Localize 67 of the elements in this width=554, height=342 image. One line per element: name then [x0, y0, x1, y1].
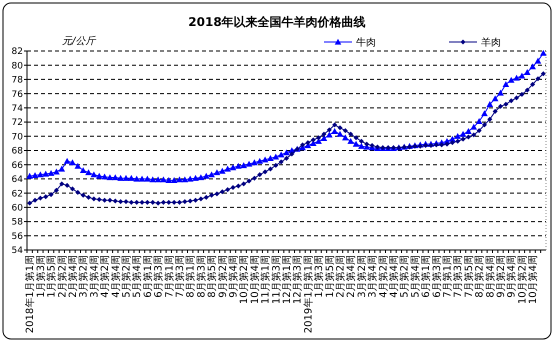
x-tick-label: 6月第1周: [142, 255, 154, 298]
y-tick-label: 70: [12, 132, 24, 142]
x-tick-label: 2019年1月第1周: [302, 255, 314, 334]
x-tick-label: 2月第2周: [334, 255, 347, 298]
x-tick-label: 10月第4周: [248, 255, 261, 304]
x-tick-label: 6月第3周: [152, 255, 165, 298]
legend-label: 牛肉: [356, 36, 376, 48]
x-tick-label: 7月第3周: [174, 255, 186, 298]
x-tick-label: 3月第2周: [356, 255, 368, 298]
x-tick-label: 4月第4周: [388, 255, 400, 298]
y-tick-label: 72: [12, 118, 23, 128]
x-tick-label: 12月第1周: [281, 255, 293, 304]
x-tick-label: 7月第5周: [462, 255, 475, 298]
x-tick-label: 10月第4周: [527, 255, 540, 304]
x-tick-label: 6月第3周: [430, 255, 443, 298]
x-tick-label: 7月第1周: [163, 255, 176, 298]
y-tick-label: 82: [12, 47, 23, 58]
y-tick-label: 60: [12, 204, 24, 214]
x-tick-label: 2018年1月第1周: [24, 255, 36, 334]
x-tick-label: 4月第2周: [377, 255, 390, 298]
x-tick-label: 10月第2周: [238, 255, 250, 304]
y-tick-label: 58: [12, 218, 24, 228]
x-tick-label: 8月第5周: [206, 255, 218, 298]
y-tick-label: 56: [12, 232, 24, 242]
x-tick-label: 2月第4周: [66, 255, 79, 298]
x-tick-label: 2月第2周: [56, 255, 68, 298]
y-axis-title: 元/公斤: [62, 35, 96, 47]
x-tick-label: 7月第1周: [442, 255, 454, 298]
x-tick-label: 1月第3周: [313, 255, 326, 298]
legend-label: 羊肉: [481, 36, 501, 48]
x-tick-label: 5月第2周: [120, 255, 132, 298]
x-tick-label: 9月第2周: [216, 255, 229, 298]
x-tick-label: 12月第3周: [292, 255, 304, 304]
y-tick-label: 54: [12, 246, 24, 256]
y-tick-label: 74: [12, 104, 24, 114]
x-tick-label: 9月第2周: [495, 255, 508, 298]
x-tick-label: 2月第4周: [345, 255, 358, 298]
x-tick-label: 1月第3周: [34, 255, 47, 298]
x-tick-label: 8月第1周: [184, 255, 197, 298]
y-tick-label: 64: [12, 175, 24, 186]
x-tick-label: 8月第4周: [484, 255, 496, 298]
x-tick-label: 8月第2周: [474, 255, 486, 298]
y-tick-label: 80: [12, 61, 24, 72]
x-tick-label: 5月第4周: [409, 255, 422, 298]
y-tick-label: 78: [12, 76, 24, 86]
y-tick-label: 62: [12, 189, 23, 200]
x-tick-label: 9月第4周: [506, 255, 518, 298]
x-tick-label: 4月第4周: [110, 255, 122, 298]
x-tick-label: 1月第5周: [324, 255, 336, 298]
x-tick-label: 1月第5周: [46, 255, 58, 298]
x-tick-label: 3月第4周: [88, 255, 100, 298]
x-tick-label: 7月第3周: [452, 255, 464, 298]
y-tick-label: 68: [12, 146, 24, 157]
x-tick-label: 3月第4周: [366, 255, 379, 298]
x-tick-label: 9月第4周: [227, 255, 240, 298]
x-tick-label: 8月第3周: [195, 255, 208, 298]
y-tick-label: 66: [12, 160, 24, 171]
y-tick-label: 76: [12, 90, 24, 100]
x-tick-label: 6月第1周: [420, 255, 432, 298]
x-tick-label: 5月第2周: [398, 255, 411, 298]
x-tick-label: 11月第3周: [270, 255, 282, 304]
chart-title: 2018年以来全国牛羊肉价格曲线: [188, 15, 366, 29]
x-tick-label: 3月第2周: [78, 255, 90, 298]
x-tick-label: 4月第2周: [99, 255, 112, 298]
x-tick-label: 10月第2周: [516, 255, 528, 304]
x-tick-label: 11月第1周: [260, 255, 272, 304]
x-tick-label: 5月第4周: [131, 255, 144, 298]
